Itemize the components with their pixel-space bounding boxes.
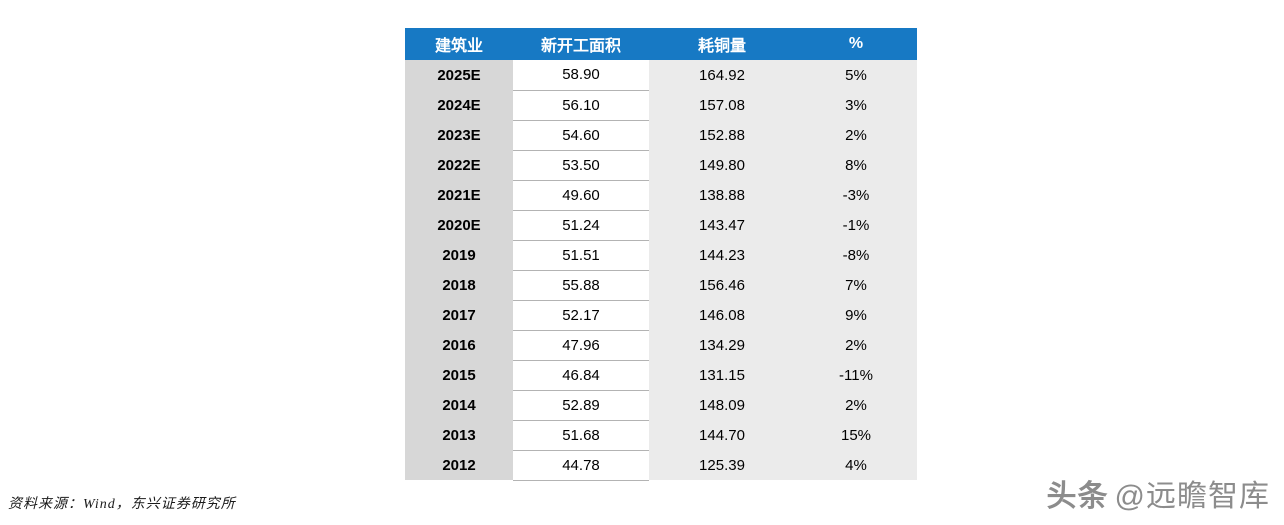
table-row: 2020E 51.24 143.47 -1% (405, 210, 917, 241)
pct-cell: 8% (795, 150, 917, 180)
table-row: 2019 51.51 144.23 -8% (405, 240, 917, 271)
pct-cell: 9% (795, 300, 917, 330)
copper-cell: 125.39 (649, 450, 795, 480)
year-cell: 2025E (405, 60, 513, 90)
table-body: 2025E 58.90 164.92 5% 2024E 56.10 157.08 3% 2023… (405, 60, 917, 481)
area-cell: 55.88 (513, 270, 649, 301)
area-cell: 58.90 (513, 60, 649, 91)
copper-cell: 143.47 (649, 210, 795, 240)
copper-cell: 149.80 (649, 150, 795, 180)
source-note: 资料来源：Wind，东兴证券研究所 (8, 497, 236, 512)
copper-cell: 134.29 (649, 330, 795, 360)
copper-cell: 131.15 (649, 360, 795, 390)
pct-cell: 2% (795, 390, 917, 420)
area-cell: 52.89 (513, 390, 649, 421)
watermark: 头条 @远瞻智库 (1047, 471, 1270, 515)
watermark-handle: @远瞻智库 (1114, 480, 1270, 513)
table-row: 2017 52.17 146.08 9% (405, 300, 917, 331)
construction-copper-table: 建筑业 新开工面积 耗铜量 % 2025E 58.90 164.92 5% 2024E 5… (405, 28, 917, 481)
pct-cell: 7% (795, 270, 917, 300)
area-cell: 51.51 (513, 240, 649, 271)
year-cell: 2018 (405, 270, 513, 300)
copper-cell: 164.92 (649, 60, 795, 90)
area-cell: 54.60 (513, 120, 649, 151)
area-cell: 44.78 (513, 450, 649, 481)
copper-cell: 146.08 (649, 300, 795, 330)
year-cell: 2012 (405, 450, 513, 480)
table-row: 2024E 56.10 157.08 3% (405, 90, 917, 121)
header-new-start-area: 新开工面积 (513, 28, 649, 60)
table-row: 2012 44.78 125.39 4% (405, 450, 917, 481)
data-table: 建筑业 新开工面积 耗铜量 % 2025E 58.90 164.92 5% 2024E 5… (405, 28, 917, 481)
pct-cell: 5% (795, 60, 917, 90)
year-cell: 2024E (405, 90, 513, 120)
year-cell: 2022E (405, 150, 513, 180)
year-cell: 2016 (405, 330, 513, 360)
copper-cell: 144.70 (649, 420, 795, 450)
area-cell: 46.84 (513, 360, 649, 391)
area-cell: 51.68 (513, 420, 649, 451)
copper-cell: 152.88 (649, 120, 795, 150)
area-cell: 56.10 (513, 90, 649, 121)
copper-cell: 156.46 (649, 270, 795, 300)
table-row: 2025E 58.90 164.92 5% (405, 60, 917, 91)
table-row: 2016 47.96 134.29 2% (405, 330, 917, 361)
year-cell: 2014 (405, 390, 513, 420)
header-copper-consumption: 耗铜量 (649, 28, 795, 60)
table-row: 2023E 54.60 152.88 2% (405, 120, 917, 151)
year-cell: 2020E (405, 210, 513, 240)
table-row: 2013 51.68 144.70 15% (405, 420, 917, 451)
header-percent: % (795, 28, 917, 60)
copper-cell: 157.08 (649, 90, 795, 120)
copper-cell: 138.88 (649, 180, 795, 210)
table-row: 2014 52.89 148.09 2% (405, 390, 917, 421)
table-row: 2021E 49.60 138.88 -3% (405, 180, 917, 211)
pct-cell: 4% (795, 450, 917, 480)
pct-cell: 2% (795, 330, 917, 360)
year-cell: 2019 (405, 240, 513, 270)
table-header-row: 建筑业 新开工面积 耗铜量 % (405, 28, 917, 60)
pct-cell: 15% (795, 420, 917, 450)
year-cell: 2023E (405, 120, 513, 150)
year-cell: 2015 (405, 360, 513, 390)
table-row: 2018 55.88 156.46 7% (405, 270, 917, 301)
table-row: 2022E 53.50 149.80 8% (405, 150, 917, 181)
pct-cell: 2% (795, 120, 917, 150)
watermark-brand: 头条 (1046, 480, 1109, 513)
pct-cell: -3% (795, 180, 917, 210)
copper-cell: 144.23 (649, 240, 795, 270)
area-cell: 53.50 (513, 150, 649, 181)
area-cell: 49.60 (513, 180, 649, 211)
area-cell: 52.17 (513, 300, 649, 331)
table-row: 2015 46.84 131.15 -11% (405, 360, 917, 391)
pct-cell: -11% (795, 360, 917, 390)
pct-cell: -1% (795, 210, 917, 240)
area-cell: 51.24 (513, 210, 649, 241)
year-cell: 2021E (405, 180, 513, 210)
pct-cell: -8% (795, 240, 917, 270)
header-industry: 建筑业 (405, 28, 513, 60)
pct-cell: 3% (795, 90, 917, 120)
year-cell: 2017 (405, 300, 513, 330)
year-cell: 2013 (405, 420, 513, 450)
copper-cell: 148.09 (649, 390, 795, 420)
area-cell: 47.96 (513, 330, 649, 361)
